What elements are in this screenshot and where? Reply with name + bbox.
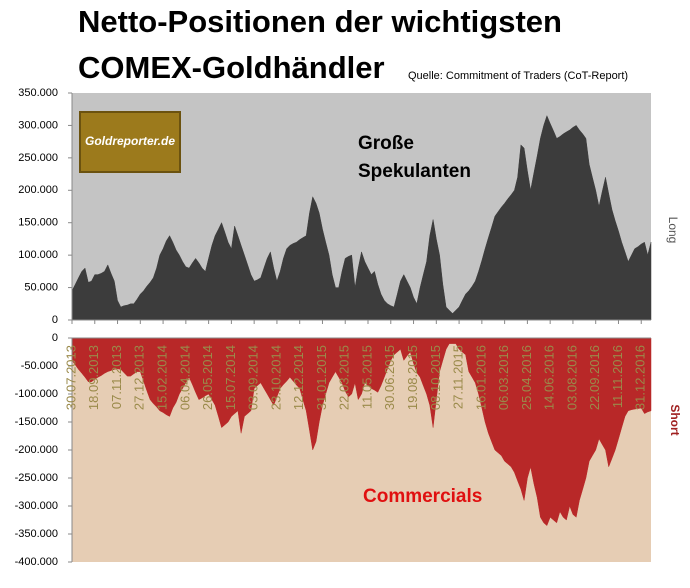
y-tick-label: -400.000	[15, 556, 58, 568]
area	[71, 337, 652, 527]
x-tick-label: 25.04.2016	[519, 345, 534, 410]
y-tick-label: 200.000	[18, 184, 58, 196]
x-tick-label: 22.03.2015	[337, 345, 352, 410]
y-tick-label: 350.000	[18, 87, 58, 99]
annotation: Spekulanten	[358, 161, 471, 182]
x-tick-label: 03.09.2014	[246, 345, 261, 410]
x-tick-label: 06.03.2016	[496, 345, 511, 410]
x-tick-label: 12.12.2014	[291, 345, 306, 410]
area	[71, 114, 652, 321]
x-tick-label: 15.07.2014	[223, 345, 238, 410]
x-tick-label: 30.06.2015	[382, 345, 397, 410]
y-tick-label: 50.000	[24, 281, 58, 293]
x-tick-label: 18.09.2013	[86, 345, 101, 410]
y-tick-label: -200.000	[15, 444, 58, 456]
y-tick-label: -300.000	[15, 500, 58, 512]
annotation: Große	[358, 133, 414, 154]
y-tick-label: 300.000	[18, 119, 58, 131]
logo: Goldreporter.de	[85, 134, 175, 148]
x-tick-label: 27.11.2015	[451, 345, 466, 409]
x-tick-label: 30.07.2013	[63, 345, 78, 410]
x-tick-label: 23.10.2014	[268, 345, 283, 410]
x-tick-label: 31.01.2015	[314, 345, 329, 410]
y-tick-label: 0	[52, 314, 58, 326]
x-tick-label: 15.02.2014	[155, 345, 170, 410]
y-tick-label: -250.000	[15, 472, 58, 484]
chart-title: Netto-Positionen der wichtigsten	[78, 4, 562, 39]
x-tick-label: 16.01.2016	[473, 345, 488, 410]
x-tick-label: 26.05.2014	[200, 345, 215, 410]
y-tick-label: 250.000	[18, 152, 58, 164]
x-tick-label: 19.08.2015	[405, 345, 420, 410]
source: Quelle: Commitment of Traders (CoT-Repor…	[408, 70, 628, 82]
y-tick-label: -50.000	[21, 360, 58, 372]
logo-box	[79, 111, 181, 173]
y-axis-label: Long	[666, 217, 680, 244]
y-axis-label: Short	[668, 404, 682, 435]
annotation: Commercials	[363, 486, 482, 507]
x-tick-label: 11.05.2015	[359, 345, 374, 409]
y-tick-label: -350.000	[15, 528, 58, 540]
x-tick-label: 27.12.2013	[132, 345, 147, 410]
x-tick-label: 14.06.2016	[542, 345, 557, 410]
y-tick-label: -100.000	[15, 388, 58, 400]
x-tick-label: 31.12.2016	[633, 345, 648, 410]
y-tick-label: -150.000	[15, 416, 58, 428]
x-tick-label: 11.11.2016	[610, 345, 625, 408]
y-tick-label: 100.000	[18, 249, 58, 261]
x-tick-label: 22.09.2016	[587, 345, 602, 410]
x-tick-label: 08.10.2015	[428, 345, 443, 410]
y-tick-label: 0	[52, 332, 58, 344]
x-tick-label: 07.11.2013	[109, 345, 124, 409]
x-tick-label: 03.08.2016	[564, 345, 579, 410]
x-tick-label: 06.04.2014	[177, 345, 192, 410]
y-tick-label: 150.000	[18, 217, 58, 229]
chart-title: COMEX-Goldhändler	[78, 50, 385, 85]
